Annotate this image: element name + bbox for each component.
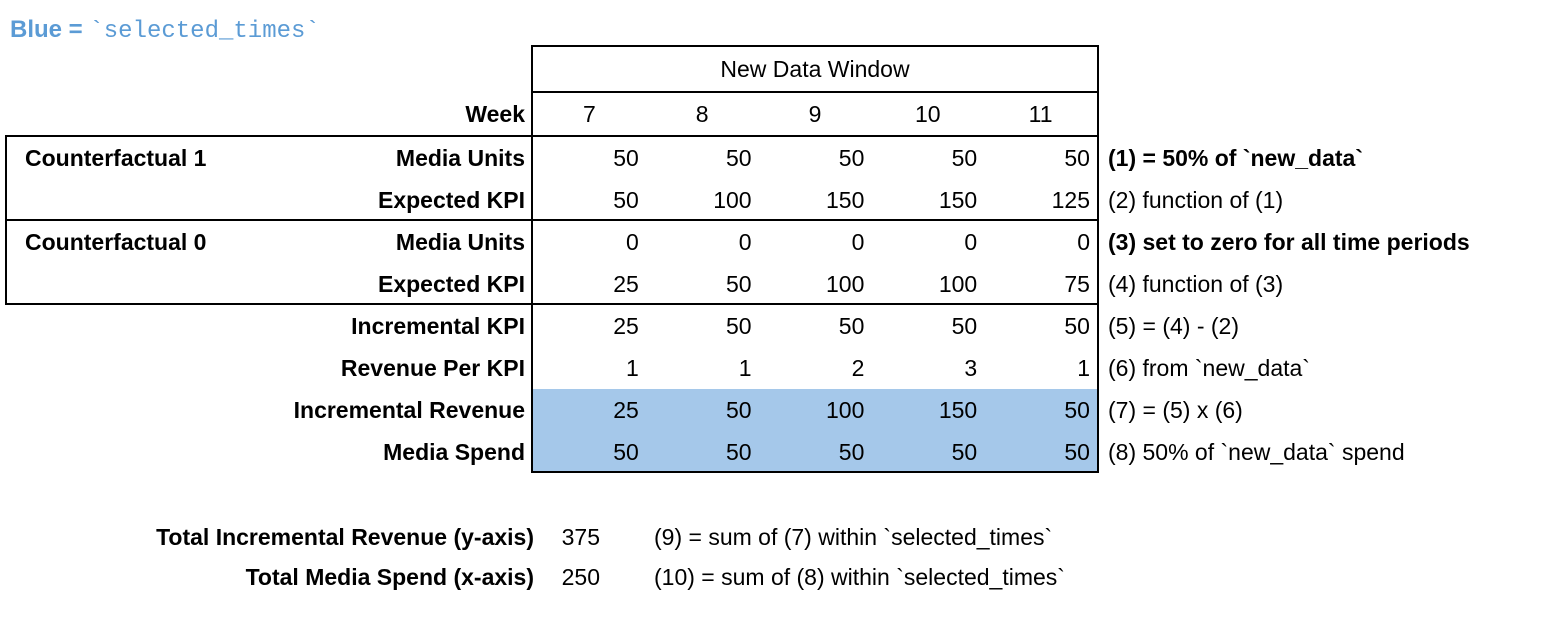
annotation-3: (3) set to zero for all time periods (1108, 229, 1470, 255)
annotation-10: (10) = sum of (8) within `selected_times… (654, 564, 1065, 590)
total-incremental-revenue-label: Total Incremental Revenue (y-axis) (156, 524, 534, 550)
week-value: 11 (1028, 101, 1053, 127)
annotation-4: (4) function of (3) (1108, 271, 1284, 297)
divider-counterfactual-0 (5, 303, 1099, 305)
cell-value: 50 (726, 439, 752, 465)
cell-value: 50 (613, 439, 639, 465)
cell-value: 1 (738, 355, 752, 381)
cell-value: 50 (613, 145, 639, 171)
table-row-expected-kpi-cf0: 25 50 100 100 75 (533, 263, 1097, 305)
cell-value: 50 (726, 271, 752, 297)
cell-value: 50 (1064, 313, 1090, 339)
cell-value: 50 (951, 313, 978, 339)
cell-value: 50 (951, 145, 978, 171)
week-value: 9 (808, 101, 822, 127)
cell-value: 150 (938, 187, 978, 213)
cell-value: 1 (1077, 355, 1090, 381)
cell-value: 0 (851, 229, 865, 255)
cell-value: 50 (838, 313, 865, 339)
annotation-5: (5) = (4) - (2) (1108, 313, 1239, 339)
annotation-2: (2) function of (1) (1108, 187, 1284, 213)
row-label-expected-kpi-cf0: Expected KPI (378, 271, 525, 297)
data-table-outline (531, 93, 1099, 473)
cell-value: 50 (726, 397, 752, 423)
selected-times-highlight (533, 389, 1097, 471)
week-value: 10 (914, 101, 941, 127)
cell-value: 0 (964, 229, 978, 255)
row-label-media-spend: Media Spend (383, 439, 525, 465)
table-row-revenue-per-kpi: 1 1 2 3 1 (533, 347, 1097, 389)
cell-value: 75 (1064, 271, 1090, 297)
row-label-incremental-revenue: Incremental Revenue (293, 397, 525, 423)
annotation-7: (7) = (5) x (6) (1108, 397, 1243, 423)
cell-value: 100 (826, 397, 865, 423)
cell-value: 25 (613, 271, 639, 297)
cell-value: 50 (838, 145, 865, 171)
row-label-incremental-kpi: Incremental KPI (351, 313, 525, 339)
cell-value: 0 (1077, 229, 1090, 255)
cell-value: 50 (838, 439, 865, 465)
cell-value: 50 (726, 313, 752, 339)
table-row-incremental-revenue: 25 50 100 150 50 (533, 389, 1097, 431)
cell-value: 50 (726, 145, 752, 171)
table-row-media-units-cf1: 50 50 50 50 50 (533, 137, 1097, 179)
table-row-media-units-cf0: 0 0 0 0 0 (533, 221, 1097, 263)
table-row-media-spend: 50 50 50 50 50 (533, 431, 1097, 473)
cell-value: 50 (1064, 397, 1090, 423)
cell-value: 25 (613, 397, 639, 423)
cell-value: 2 (851, 355, 865, 381)
row-label-media-units-cf0: Media Units (395, 229, 525, 255)
cell-value: 0 (738, 229, 752, 255)
total-media-spend-label: Total Media Spend (x-axis) (245, 564, 534, 590)
row-label-revenue-per-kpi: Revenue Per KPI (340, 355, 525, 381)
cell-value: 1 (626, 355, 639, 381)
annotation-9: (9) = sum of (7) within `selected_times` (654, 524, 1053, 550)
row-label-expected-kpi-cf1: Expected KPI (378, 187, 525, 213)
cell-value: 50 (613, 187, 639, 213)
cell-value: 3 (964, 355, 978, 381)
cell-value: 50 (951, 439, 978, 465)
week-value: 8 (695, 101, 709, 127)
group-label-counterfactual-1: Counterfactual 1 (25, 145, 207, 171)
cell-value: 150 (826, 187, 865, 213)
table-row-expected-kpi-cf1: 50 100 150 150 125 (533, 179, 1097, 221)
cell-value: 150 (938, 397, 978, 423)
legend: Blue = `selected_times` (10, 16, 320, 45)
week-value: 7 (583, 101, 596, 127)
row-label-media-units-cf1: Media Units (395, 145, 525, 171)
cell-value: 100 (938, 271, 978, 297)
cell-value: 50 (1064, 439, 1090, 465)
legend-code: `selected_times` (89, 18, 320, 45)
new-data-window-header: New Data Window (531, 45, 1099, 93)
table-row-incremental-kpi: 25 50 50 50 50 (533, 305, 1097, 347)
cell-value: 50 (1064, 145, 1090, 171)
cell-value: 25 (613, 313, 639, 339)
cell-value: 100 (826, 271, 865, 297)
cell-value: 125 (1051, 187, 1090, 213)
counterfactual-box-left-border (5, 135, 7, 305)
divider-below-week (5, 135, 1099, 137)
legend-label: Blue = (10, 16, 90, 43)
cell-value: 100 (713, 187, 752, 213)
annotation-6: (6) from `new_data` (1108, 355, 1310, 381)
annotation-1: (1) = 50% of `new_data` (1108, 145, 1363, 171)
annotation-8: (8) 50% of `new_data` spend (1108, 439, 1405, 465)
week-label: Week (465, 101, 525, 127)
group-label-counterfactual-0: Counterfactual 0 (25, 229, 207, 255)
total-incremental-revenue-value: 375 (561, 524, 600, 550)
divider-counterfactual-1 (5, 219, 1099, 221)
cell-value: 0 (626, 229, 639, 255)
total-media-spend-value: 250 (561, 564, 600, 590)
week-row: 7 8 9 10 11 (533, 93, 1097, 135)
